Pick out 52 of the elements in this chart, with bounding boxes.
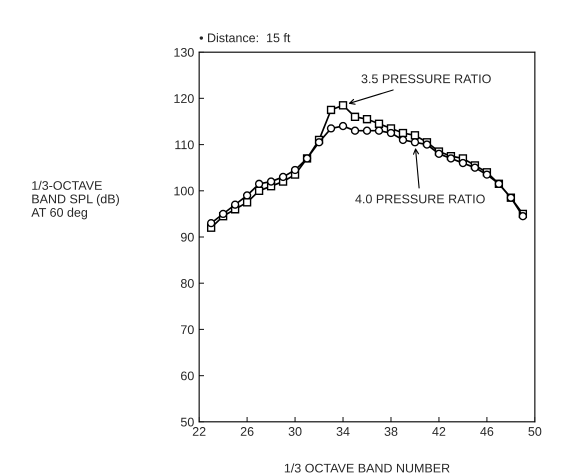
y-tick-label: 100 xyxy=(174,186,194,196)
point xyxy=(290,166,300,174)
point xyxy=(422,140,432,149)
point xyxy=(206,218,216,228)
x-tick-label: 42 xyxy=(432,427,446,436)
y-tick-label: 80 xyxy=(180,279,194,288)
y-tick-label: 90 xyxy=(180,232,194,242)
point xyxy=(326,124,336,133)
y-axis-title: 1/3-OCTAVE BAND SPL (dB) AT 60 deg xyxy=(31,180,119,220)
point xyxy=(398,136,408,144)
x-tick-label: 30 xyxy=(288,427,302,436)
point xyxy=(374,126,384,135)
point xyxy=(386,128,396,138)
point xyxy=(338,101,348,110)
series-label: 4.0 PRESSURE RATIO xyxy=(355,194,485,204)
point xyxy=(446,154,456,163)
point xyxy=(230,200,240,209)
point xyxy=(350,112,360,122)
point xyxy=(350,126,360,135)
x-tick-label: 50 xyxy=(528,427,542,436)
y-tick-label: 50 xyxy=(180,418,194,427)
point xyxy=(374,120,384,128)
point xyxy=(410,131,420,140)
point xyxy=(518,212,528,220)
point xyxy=(254,186,264,195)
x-tick-label: 38 xyxy=(384,427,398,436)
point xyxy=(326,106,336,114)
y-tick-label: 120 xyxy=(174,94,194,104)
x-tick-label: 46 xyxy=(480,427,494,436)
point xyxy=(458,158,468,168)
point xyxy=(314,138,324,146)
y-tick-label: 70 xyxy=(181,325,194,334)
point xyxy=(278,172,288,182)
y-tick-label: 110 xyxy=(175,140,194,150)
point xyxy=(482,170,492,179)
point xyxy=(242,198,252,207)
x-tick-label: 22 xyxy=(192,427,206,436)
x-axis-title: 1/3 OCTAVE BAND NUMBER xyxy=(284,463,450,473)
text: • Distance: 15 ft xyxy=(200,33,290,42)
x-tick-label: 34 xyxy=(336,427,350,436)
point xyxy=(434,150,444,158)
x-tick-label: 26 xyxy=(240,427,254,436)
y-tick-label: 60 xyxy=(181,371,194,380)
point xyxy=(338,122,348,130)
point xyxy=(362,126,372,135)
point xyxy=(218,210,228,218)
point xyxy=(242,191,252,200)
point xyxy=(266,177,276,186)
point xyxy=(362,114,372,124)
point xyxy=(410,138,420,146)
series-label: 3.5 PRESSURE RATIO xyxy=(361,74,491,84)
y-tick-label: 130 xyxy=(174,48,194,57)
